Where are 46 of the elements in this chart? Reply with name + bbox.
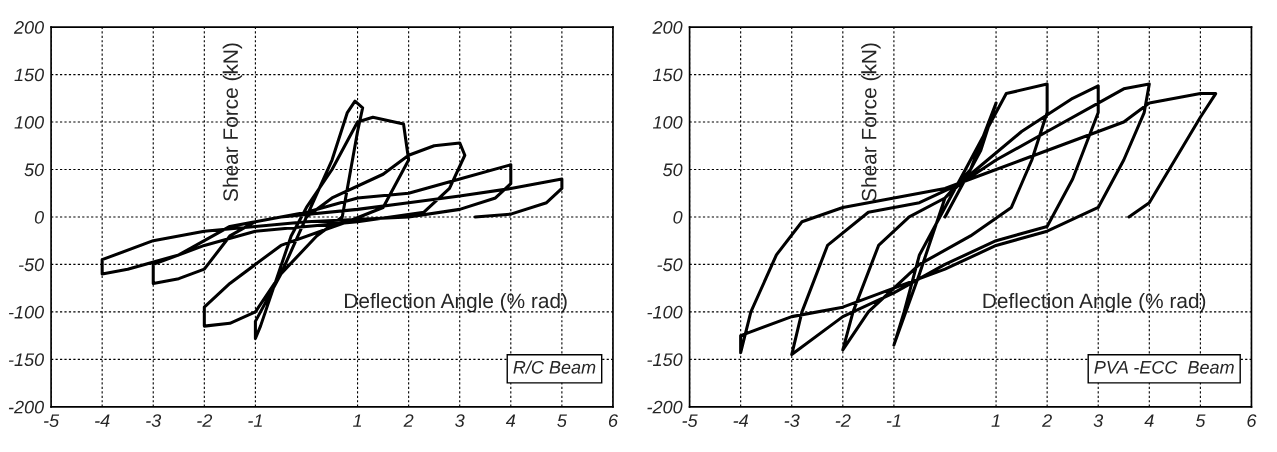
y-tick-label: 0 — [34, 210, 44, 224]
y-tick-label: 100 — [14, 115, 44, 129]
y-tick-label: -50 — [18, 258, 44, 272]
x-tick-label: 1 — [353, 414, 362, 427]
x-tick-label: -2 — [197, 414, 213, 427]
x-tick-label: 1 — [991, 414, 1000, 427]
y-axis-title: Shear Force (kN) — [861, 43, 881, 201]
annotation: PVA -ECC Beam — [1094, 360, 1234, 374]
x-tick-label: -5 — [682, 414, 698, 428]
y-tick-label: 0 — [673, 210, 683, 224]
y-tick-label: 50 — [24, 163, 44, 177]
y-tick-label: -150 — [8, 353, 44, 367]
y-tick-label: 200 — [13, 21, 44, 34]
x-tick-label: 3 — [1093, 414, 1104, 428]
x-tick-label: 4 — [505, 414, 516, 427]
x-tick-label: 2 — [1042, 414, 1052, 427]
x-axis-title: Deflection Angle (% rad) — [983, 292, 1206, 313]
y-tick-label: 150 — [14, 68, 44, 82]
annotation: R/C Beam — [513, 360, 596, 374]
x-tick-label: -5 — [43, 414, 60, 428]
x-tick-label: 6 — [608, 414, 618, 428]
y-tick-label: -200 — [647, 400, 683, 414]
x-tick-label: -4 — [733, 414, 749, 427]
x-tick-label: -4 — [95, 414, 110, 427]
y-tick-label: -100 — [8, 305, 44, 319]
x-tick-label: -1 — [248, 414, 262, 427]
x-tick-label: -2 — [835, 414, 851, 427]
x-tick-label: 4 — [1144, 414, 1154, 427]
y-tick-label: -50 — [657, 258, 683, 272]
x-tick-label: 6 — [1247, 414, 1257, 428]
x-tick-label: 3 — [455, 414, 465, 428]
y-axis-title: Shear Force (kN) — [222, 43, 243, 201]
y-tick-label: -200 — [8, 400, 44, 414]
x-tick-label: 2 — [403, 414, 414, 427]
y-tick-label: 200 — [652, 21, 683, 34]
y-tick-label: 50 — [662, 163, 683, 177]
x-axis-title: Deflection Angle (% rad) — [345, 292, 567, 313]
y-tick-label: -150 — [647, 353, 683, 367]
x-tick-label: -1 — [886, 414, 901, 427]
y-tick-label: 100 — [652, 115, 683, 129]
x-tick-label: -3 — [146, 414, 162, 428]
x-tick-label: 5 — [557, 414, 567, 428]
y-tick-label: -100 — [647, 305, 683, 319]
x-tick-label: -3 — [784, 414, 800, 428]
y-tick-label: 150 — [652, 68, 683, 82]
x-tick-label: 5 — [1195, 414, 1206, 428]
